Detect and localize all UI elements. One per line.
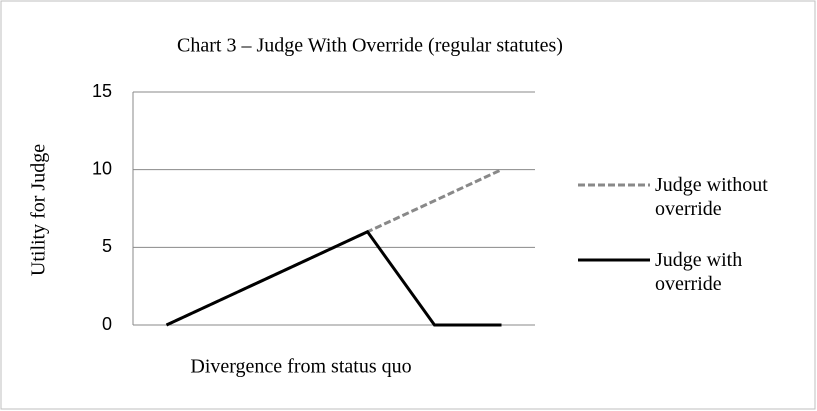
x-axis-label: Divergence from status quo <box>190 356 411 378</box>
y-tick-label: 15 <box>92 81 112 101</box>
y-tick-label: 0 <box>102 314 112 334</box>
chart-title: Chart 3 – Judge With Override (regular s… <box>177 35 563 57</box>
legend-label: Judge with override <box>655 249 743 295</box>
series-line <box>165 229 502 327</box>
y-tick-label: 5 <box>102 236 112 256</box>
y-tick-label: 10 <box>92 158 112 178</box>
legend-label: Judge without override <box>655 174 768 220</box>
y-axis-label: Utility for Judge <box>28 144 50 276</box>
